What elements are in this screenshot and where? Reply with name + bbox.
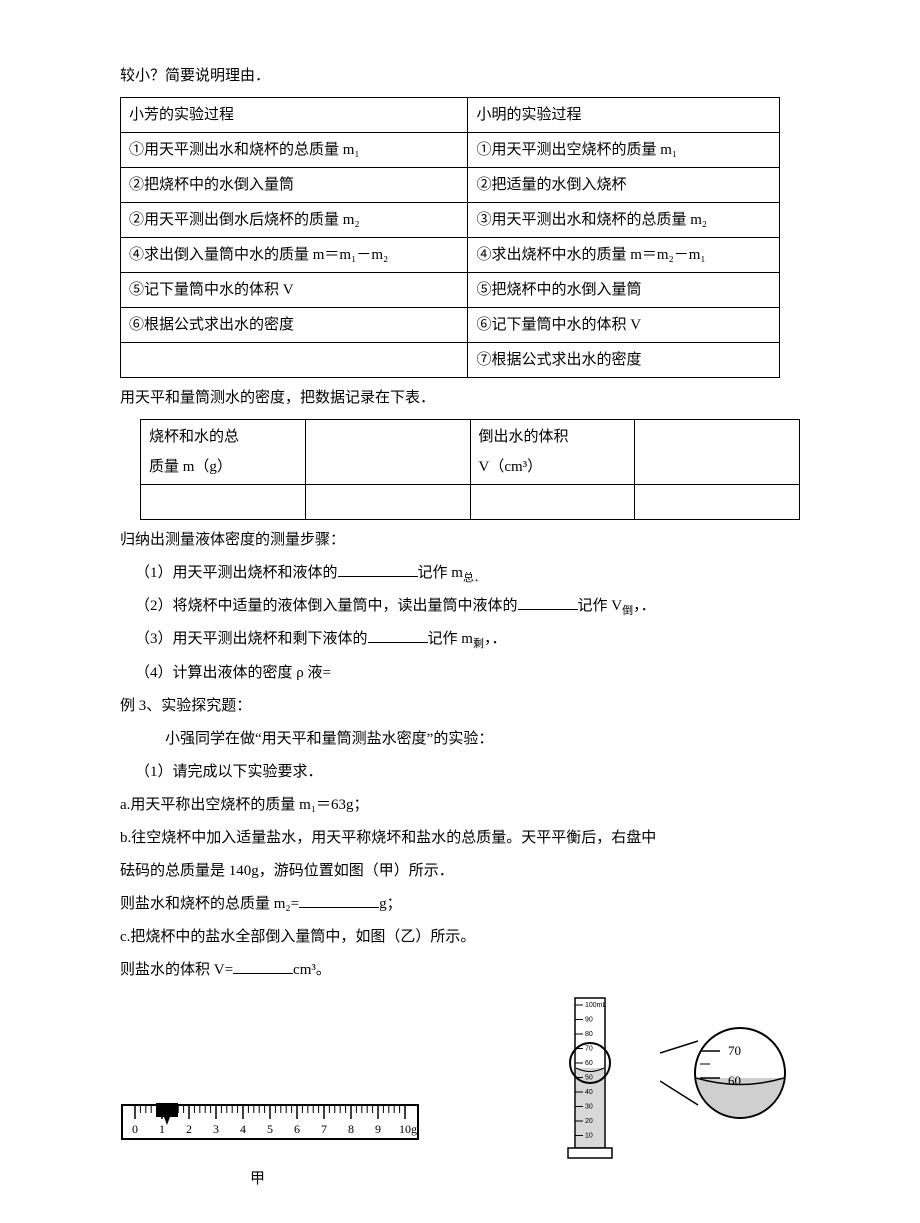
step2-a: （2）将烧杯中适量的液体倒入量筒中，读出量筒中液体的: [135, 598, 518, 614]
svg-text:6: 6: [294, 1122, 300, 1136]
example3-b2: 砝码的总质量是 140g，游码位置如图（甲）所示．: [120, 855, 820, 888]
caption-jia: 甲: [250, 1163, 265, 1196]
c2b: cm³。: [293, 962, 331, 978]
table-cell: [121, 343, 468, 378]
table-cell: ②把适量的水倒入烧杯: [468, 168, 780, 203]
svg-text:0: 0: [132, 1122, 138, 1136]
svg-text:20: 20: [585, 1118, 593, 1125]
table1-header-1: 小芳的实验过程: [121, 98, 468, 133]
step-2: （2）将烧杯中适量的液体倒入量筒中，读出量筒中液体的 记作 V倒，．: [120, 590, 820, 623]
table-cell: ⑥记下量筒中水的体积 V: [468, 308, 780, 343]
b3a: 则盐水和烧杯的总质量 m₂=: [120, 896, 299, 912]
example3-desc: 小强同学在做“用天平和量筒测盐水密度”的实验：: [120, 723, 820, 756]
table-cell: ②把烧杯中的水倒入量筒: [121, 168, 468, 203]
table2-h1: 烧杯和水的总 质量 m（g）: [141, 420, 306, 485]
table2-data: [305, 485, 470, 520]
intro-line: 较小？简要说明理由．: [120, 60, 820, 93]
svg-text:100mL: 100mL: [585, 1002, 607, 1009]
step1-sub: 总．: [463, 572, 485, 584]
svg-text:90: 90: [585, 1016, 593, 1023]
svg-text:2: 2: [186, 1122, 192, 1136]
example3-c1: c.把烧杯中的盐水全部倒入量筒中，如图（乙）所示。: [120, 921, 820, 954]
table-cell: ①用天平测出水和烧杯的总质量 m₁: [121, 133, 468, 168]
steps-title: 归纳出测量液体密度的测量步骤：: [120, 524, 820, 557]
svg-text:8: 8: [348, 1122, 354, 1136]
svg-text:70: 70: [585, 1045, 593, 1052]
svg-text:10: 10: [585, 1132, 593, 1139]
table2-h3a: 倒出水的体积: [479, 429, 569, 445]
c2a: 则盐水的体积 V=: [120, 962, 233, 978]
data-record-table: 烧杯和水的总 质量 m（g） 倒出水的体积 V（cm³）: [140, 419, 800, 520]
table-cell: ②用天平测出倒水后烧杯的质量 m₂: [121, 203, 468, 238]
step3-c: ，．: [484, 631, 507, 647]
example3-q1: （1）请完成以下实验要求．: [120, 756, 820, 789]
svg-text:9: 9: [375, 1122, 381, 1136]
step2-c: ，．: [633, 598, 656, 614]
example3-title: 例 3、实验探究题：: [120, 690, 820, 723]
step3-b: 记作 m: [428, 631, 473, 647]
diagram-area: 012345678910g 甲 100mL908070605040302010 …: [120, 993, 820, 1183]
table2-empty: [305, 420, 470, 485]
blank-input[interactable]: [233, 958, 293, 974]
zoom-view: 70 60: [660, 1023, 790, 1123]
svg-text:50: 50: [585, 1074, 593, 1081]
cylinder-diagram: 100mL 90 80 70 60 50 40 30 20 10: [550, 993, 630, 1173]
step-3: （3）用天平测出烧杯和剩下液体的 记作 m剩，．: [120, 623, 820, 656]
svg-text:3: 3: [213, 1122, 219, 1136]
table-cell: ⑦根据公式求出水的密度: [468, 343, 780, 378]
step-4: （4）计算出液体的密度 ρ 液=: [120, 657, 820, 690]
ruler-diagram: 0 1 2 3 4 5 6 7 8 9 10g: [120, 1103, 420, 1153]
blank-input[interactable]: [368, 627, 428, 643]
svg-text:4: 4: [240, 1122, 246, 1136]
step3-a: （3）用天平测出烧杯和剩下液体的: [135, 631, 368, 647]
step-1: （1）用天平测出烧杯和液体的 记作 m总．: [120, 557, 820, 590]
experiment-compare-table: 小芳的实验过程 小明的实验过程 ①用天平测出水和烧杯的总质量 m₁①用天平测出空…: [120, 97, 780, 378]
step2-b: 记作 V: [578, 598, 623, 614]
table2-data: [470, 485, 635, 520]
table2-data: [635, 485, 800, 520]
blank-input[interactable]: [338, 561, 418, 577]
table1-header-2: 小明的实验过程: [468, 98, 780, 133]
blank-input[interactable]: [299, 892, 379, 908]
svg-text:60: 60: [728, 1073, 741, 1088]
table-cell: ①用天平测出空烧杯的质量 m₁: [468, 133, 780, 168]
svg-text:30: 30: [585, 1103, 593, 1110]
example3-c2: 则盐水的体积 V= cm³。: [120, 954, 820, 987]
blank-input[interactable]: [518, 594, 578, 610]
b3b: g；: [379, 896, 402, 912]
svg-text:40: 40: [585, 1089, 593, 1096]
table2-h3b: V（cm³）: [479, 459, 543, 475]
after-table1-text: 用天平和量筒测水的密度，把数据记录在下表．: [120, 382, 820, 415]
step2-sub: 倒: [622, 605, 633, 617]
table-cell: ⑤把烧杯中的水倒入量筒: [468, 273, 780, 308]
step1-b: 记作 m: [418, 565, 463, 581]
svg-text:10g: 10g: [399, 1122, 417, 1136]
example3-a: a.用天平称出空烧杯的质量 m₁＝63g；: [120, 789, 820, 822]
svg-text:70: 70: [728, 1043, 741, 1058]
table-cell: ④求出烧杯中水的质量 m＝m₂－m₁: [468, 238, 780, 273]
svg-text:7: 7: [321, 1122, 327, 1136]
svg-text:80: 80: [585, 1031, 593, 1038]
table2-empty: [635, 420, 800, 485]
table2-h1b: 质量 m（g）: [149, 459, 232, 475]
table-cell: ⑤记下量筒中水的体积 V: [121, 273, 468, 308]
table2-h1a: 烧杯和水的总: [149, 429, 239, 445]
example3-b3: 则盐水和烧杯的总质量 m₂= g；: [120, 888, 820, 921]
svg-text:60: 60: [585, 1060, 593, 1067]
svg-text:5: 5: [267, 1122, 273, 1136]
step3-sub: 剩: [473, 638, 484, 650]
table2-data: [141, 485, 306, 520]
table-cell: ④求出倒入量筒中水的质量 m＝m₁－m₂: [121, 238, 468, 273]
table2-h3: 倒出水的体积 V（cm³）: [470, 420, 635, 485]
step1-a: （1）用天平测出烧杯和液体的: [135, 565, 338, 581]
table-cell: ③用天平测出水和烧杯的总质量 m₂: [468, 203, 780, 238]
table-cell: ⑥根据公式求出水的密度: [121, 308, 468, 343]
example3-b1: b.往空烧杯中加入适量盐水，用天平称烧坏和盐水的总质量。天平平衡后，右盘中: [120, 822, 820, 855]
svg-text:1: 1: [159, 1122, 165, 1136]
